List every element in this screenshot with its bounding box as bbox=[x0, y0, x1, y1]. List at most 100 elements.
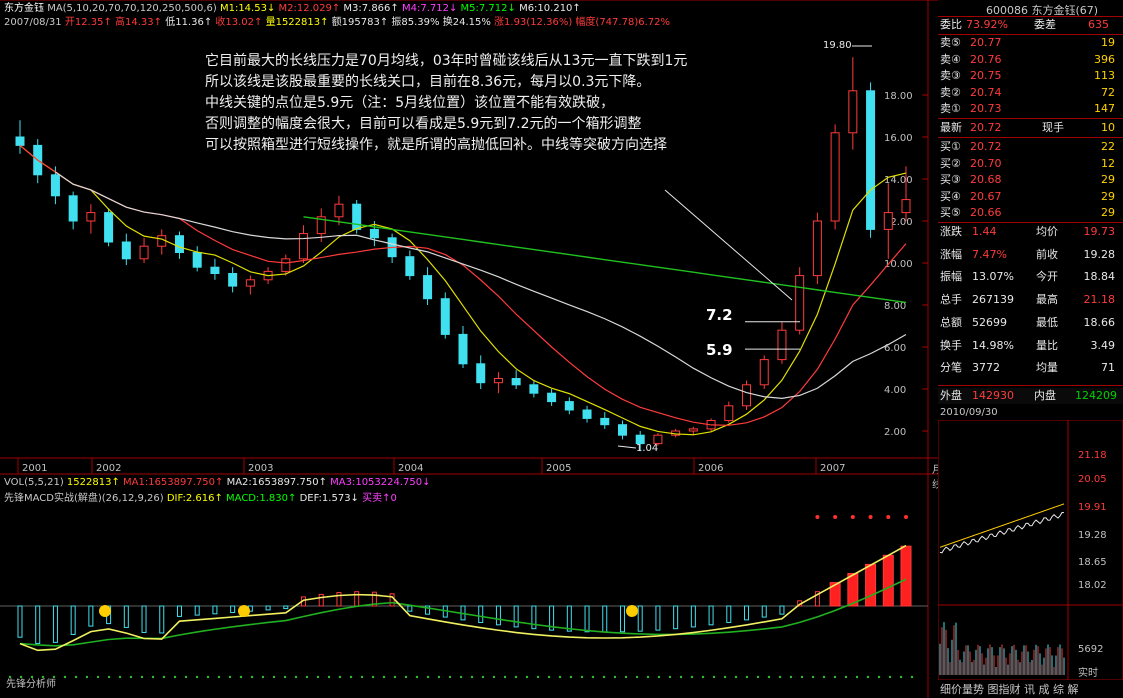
header-line2-10: 幅度(747.78)6.72% bbox=[575, 17, 670, 28]
signal-dot bbox=[745, 675, 749, 679]
macd-bar bbox=[141, 605, 147, 633]
sell-signal-dot bbox=[815, 515, 820, 519]
signal-dot bbox=[338, 675, 342, 679]
candle-body bbox=[883, 212, 893, 230]
candle-body bbox=[866, 90, 876, 230]
candle-body bbox=[352, 203, 362, 230]
macd-bar bbox=[882, 554, 894, 607]
stat-row: 分笔 3772 均量 71 bbox=[938, 360, 1123, 376]
macd-bar bbox=[230, 605, 236, 613]
price-axis-label: 18.00 bbox=[884, 91, 913, 102]
macd-bar bbox=[283, 605, 289, 610]
weibi-row: 委比 73.92% 委差 635 bbox=[938, 17, 1123, 33]
header-line2-1: 开12.35↑ bbox=[64, 17, 116, 28]
candle-body bbox=[564, 401, 574, 411]
stat-label: 均量 bbox=[1036, 361, 1058, 375]
signal-dot bbox=[811, 675, 815, 679]
buy-row: 买⑤ 20.66 29 bbox=[938, 205, 1123, 221]
signal-dot bbox=[52, 675, 56, 679]
header-line2-2: 高14.33↑ bbox=[115, 17, 166, 28]
macd-bar bbox=[655, 605, 661, 631]
signal-dot bbox=[151, 675, 155, 679]
price-axis-label: 4.00 bbox=[884, 385, 906, 396]
latest-row: 最新 20.72 现手 10 bbox=[938, 120, 1123, 136]
candle-body bbox=[316, 216, 326, 235]
price-axis-label: 8.00 bbox=[884, 301, 906, 312]
macd-bar bbox=[673, 605, 679, 630]
candle-body bbox=[493, 378, 503, 384]
macd-bar bbox=[495, 605, 501, 626]
macd-bar bbox=[265, 605, 271, 611]
kline-chart[interactable]: 18.00 16.00 14.00 12.00 10.00 8.00 6.00 4.00 2.0… bbox=[0, 0, 938, 698]
macd-bar bbox=[761, 605, 767, 618]
signal-dot bbox=[404, 675, 408, 679]
signal-dot bbox=[547, 675, 551, 679]
stat-row: 换手 14.98% 量比 3.49 bbox=[938, 338, 1123, 354]
sell-row: 卖② 20.74 72 bbox=[938, 85, 1123, 101]
header-line2-9: 涨1.93(12.36%) bbox=[494, 17, 576, 28]
candle-body bbox=[476, 363, 486, 384]
macd-bar bbox=[212, 605, 218, 615]
sell-volume: 147 bbox=[1094, 102, 1115, 115]
macd-bar bbox=[865, 563, 877, 607]
ohlc-readout: 2007/08/31 开12.35↑ 高14.33↑ 低11.36↑ 收13.0… bbox=[4, 17, 670, 29]
smiley-icon bbox=[99, 605, 111, 617]
sell-price: 20.74 bbox=[970, 85, 1002, 99]
period-label: 月线 bbox=[932, 465, 942, 491]
candle-body bbox=[795, 275, 805, 331]
footer-label: 先锋分析师 bbox=[6, 679, 56, 690]
buy-price: 20.68 bbox=[970, 173, 1002, 186]
candle-body bbox=[724, 405, 734, 421]
signal-dot bbox=[569, 675, 573, 679]
vol-header-3: MA2:1653897.750↑ bbox=[226, 477, 331, 488]
signal-dot bbox=[635, 675, 639, 679]
vol-legend: VOL(5,5,21) 1522813↑ MA1:1653897.750↑ MA… bbox=[4, 477, 431, 489]
signal-dot bbox=[470, 675, 474, 679]
header-line1-3: M2:12.029↑ bbox=[278, 3, 344, 14]
neipan-label: 内盘 bbox=[1034, 389, 1056, 402]
sell-signal-dot bbox=[904, 515, 908, 519]
low-marker bbox=[617, 445, 637, 449]
signal-dot bbox=[41, 675, 45, 679]
header-line2-0: 2007/08/31 bbox=[4, 17, 65, 28]
stat-value: 52699 bbox=[972, 315, 1007, 329]
signal-dot bbox=[272, 675, 276, 679]
macd-bar bbox=[584, 605, 590, 633]
signal-dot bbox=[96, 675, 100, 679]
level-low-label: 5.9 bbox=[706, 341, 733, 359]
macd-header-1: DIF:2.616↑ bbox=[166, 493, 227, 504]
vol-header-4: MA3:1053224.750↓ bbox=[330, 477, 431, 488]
header-line2-3: 低11.36↑ bbox=[165, 17, 216, 28]
time-axis-label: 2006 bbox=[698, 463, 723, 474]
buy-volume: 29 bbox=[1101, 189, 1115, 203]
stat-value: 1.44 bbox=[972, 225, 997, 238]
signal-dot bbox=[63, 675, 67, 679]
waipan-row: 外盘 142930 内盘 124209 bbox=[938, 388, 1123, 404]
chart-area[interactable]: 东方金钰 MA(5,10,20,70,70,120,250,500,6) M1:… bbox=[0, 0, 942, 698]
macd-legend: 先锋MACD实战(解盘)(26,12,9,26) DIF:2.616↑ MACD… bbox=[4, 493, 397, 505]
intraday-axis-label: 20.05 bbox=[1078, 474, 1107, 485]
time-axis-label: 2003 bbox=[248, 463, 273, 474]
macd-header-2: MACD:1.830↑ bbox=[226, 493, 300, 504]
macd-bar bbox=[389, 593, 395, 607]
price-axis-label: 16.00 bbox=[884, 133, 913, 144]
sell-signal-dot bbox=[850, 515, 855, 519]
signal-dot bbox=[19, 675, 23, 679]
candle-body bbox=[369, 228, 379, 239]
stat-value: 3772 bbox=[972, 361, 1000, 375]
signal-dot bbox=[393, 675, 397, 679]
annotation-arrow bbox=[664, 189, 793, 301]
signal-dot bbox=[712, 675, 716, 679]
macd-bar bbox=[900, 545, 912, 607]
macd-bar bbox=[194, 605, 200, 616]
signal-dot bbox=[74, 675, 78, 679]
buy-row: 买② 20.70 12 bbox=[938, 156, 1123, 172]
stat-value: 18.66 bbox=[1083, 315, 1116, 329]
price-axis-label: 2.00 bbox=[884, 427, 906, 438]
intraday-chart[interactable]: 21.18 20.05 19.91 19.28 18.65 18.02 5692 实时 bbox=[938, 420, 1123, 680]
candle-body bbox=[617, 424, 627, 436]
signal-dot bbox=[756, 675, 760, 679]
candle-body bbox=[121, 241, 131, 260]
panel-tabs[interactable]: 细价量势 图指财 讯 成 综 解 bbox=[940, 683, 1079, 696]
candle-body bbox=[423, 275, 433, 300]
